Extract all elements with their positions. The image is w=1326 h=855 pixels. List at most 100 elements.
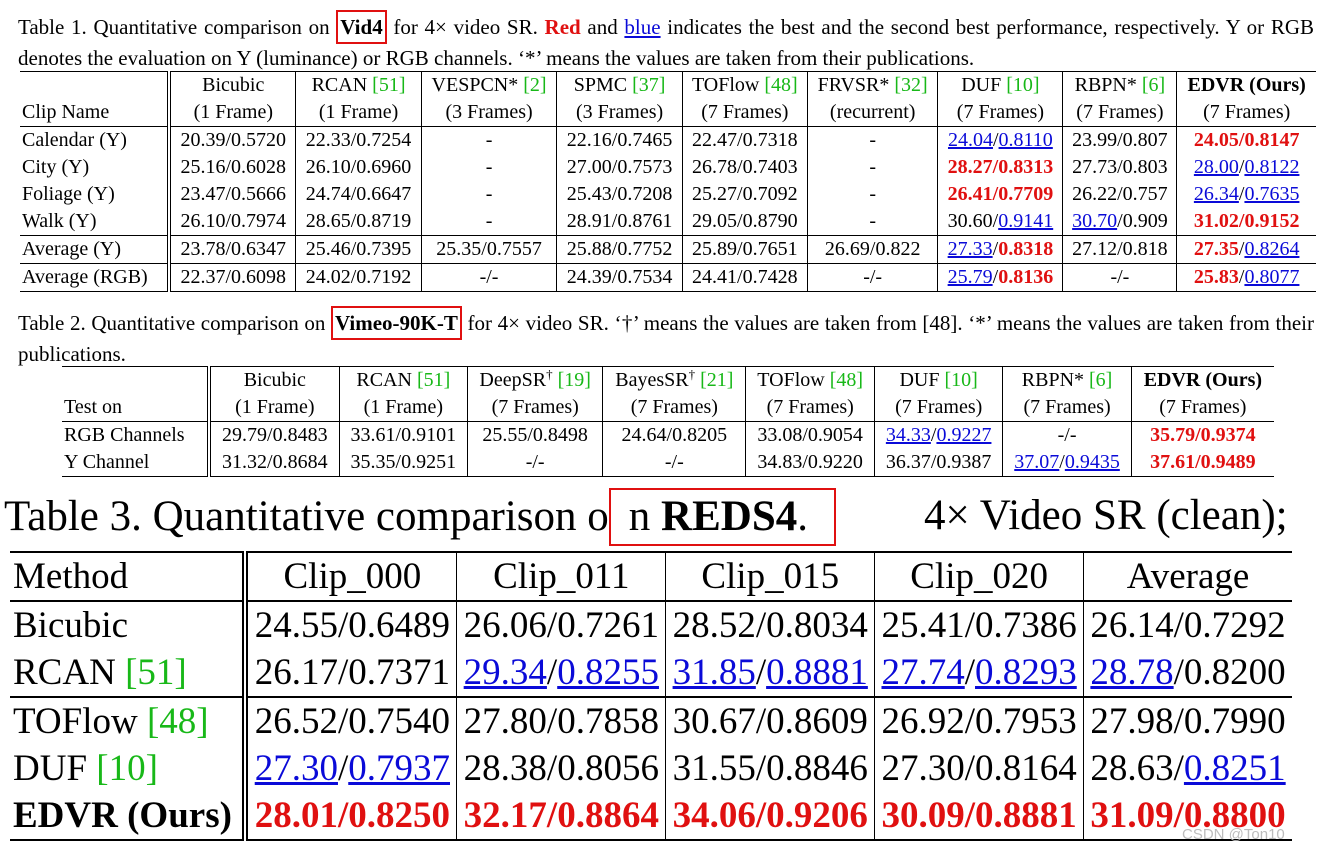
column-header: (7 Frames) xyxy=(1176,99,1316,127)
header-row: Test on (1 Frame) (1 Frame) (7 Frames) (7 Fr… xyxy=(62,394,1274,422)
table-cell: 25.46/0.7395 xyxy=(295,235,422,264)
table1: Bicubic RCAN [51] VESPCN* [2] SPMC [37] TOFl… xyxy=(20,71,1316,292)
header-row: Method Clip_000 Clip_011 Clip_015 Clip_020 Av… xyxy=(10,552,1292,602)
table-cell: 22.37/0.6098 xyxy=(169,263,296,292)
citation-link[interactable]: [19] xyxy=(557,369,591,391)
value: 0.909 xyxy=(1122,210,1168,232)
column-header: (1 Frame) xyxy=(169,99,296,127)
table1-caption: Table 1. Quantitative comparison on Vid4… xyxy=(18,10,1314,72)
header-text: Bicubic xyxy=(13,605,129,646)
column-header: BayesSR† [21] xyxy=(602,366,746,394)
value-separator: / xyxy=(992,238,999,260)
header-text: (7 Frames) xyxy=(956,101,1044,123)
table-cell: 31.85/0.8881 xyxy=(665,649,875,697)
header-text: SPMC xyxy=(573,74,633,96)
header-text: RCAN xyxy=(311,74,373,96)
table-cell: 29.79/0.8483 xyxy=(222,424,328,446)
header-text: FRVSR* xyxy=(817,74,895,96)
row-label-header xyxy=(20,71,172,99)
caption-text: 4× Video SR (clean); xyxy=(924,492,1288,539)
table-cell: 24.55/0.6489 xyxy=(254,605,450,646)
dagger-mark: † xyxy=(546,366,553,382)
header-text: Clip_000 xyxy=(283,556,422,597)
citation-link[interactable]: [48] xyxy=(829,369,864,391)
best-value: 27.35 xyxy=(1193,238,1239,260)
header-text: Bicubic xyxy=(243,369,306,391)
table-cell: 25.16/0.6028 xyxy=(180,156,287,178)
citation-link[interactable]: [6] xyxy=(1141,74,1166,96)
column-header: Bicubic xyxy=(169,72,296,100)
caption-text: Table 3. Quantitative comparison o xyxy=(4,493,609,540)
citation-link[interactable]: [2] xyxy=(523,74,547,96)
best-value: 30.09 xyxy=(881,795,965,836)
header-text: Foliage (Y) xyxy=(22,183,115,205)
header-text: (7 Frames) xyxy=(1076,101,1164,123)
table-cell: 24.41/0.7428 xyxy=(681,263,808,292)
citation-link[interactable]: [51] xyxy=(416,369,451,391)
header-text: BayesSR xyxy=(615,369,689,391)
table-cell: 28.01/0.8250 xyxy=(245,792,456,840)
citation-link[interactable]: [6] xyxy=(1089,369,1113,391)
table-cell: 34.06/0.9206 xyxy=(665,792,875,840)
second-best-value: 27.33 xyxy=(947,238,993,260)
table-cell: 25.55/0.8498 xyxy=(467,421,603,449)
header-text: Clip_011 xyxy=(493,556,630,597)
row-label-header xyxy=(62,366,211,394)
column-header: RBPN* [6] xyxy=(1062,71,1177,99)
table-cell: 28.63/0.8251 xyxy=(1083,745,1292,792)
table-cell: 24.64/0.8205 xyxy=(602,421,746,449)
header-text: EDVR (Ours) xyxy=(13,795,232,836)
citation-link[interactable]: [21] xyxy=(700,369,734,391)
table-row: Calendar (Y) 20.39/0.5720 22.33/0.7254-22.… xyxy=(20,126,1316,154)
citation-link[interactable]: [37] xyxy=(632,74,666,96)
table-cell: 20.39/0.5720 xyxy=(180,129,287,151)
header-text: RGB Channels xyxy=(64,424,185,446)
table-cell: 26.22/0.757 xyxy=(1062,181,1177,208)
citation-link[interactable]: [51] xyxy=(125,652,187,693)
citation-link[interactable]: [10] xyxy=(944,369,978,391)
column-header: (recurrent) xyxy=(807,99,938,127)
second-best-value: 34.33 xyxy=(885,424,931,446)
table-cell: 30.60/0.9141 xyxy=(937,208,1063,236)
citation-link[interactable]: [32] xyxy=(894,74,928,96)
best-value: 0.8881 xyxy=(975,795,1077,836)
citation-link[interactable]: [51] xyxy=(372,74,406,96)
table-cell: 26.10/0.7974 xyxy=(180,210,287,232)
table-row: Average (Y) 23.78/0.6347 25.46/0.7395 25.35… xyxy=(20,235,1316,264)
table-cell: 28.27/0.8313 xyxy=(937,154,1063,181)
blue-word[interactable]: blue xyxy=(624,15,661,39)
column-header: DUF [10] xyxy=(937,71,1063,99)
table-cell: -/- xyxy=(1002,421,1132,449)
best-value: 0.8147 xyxy=(1244,129,1300,151)
second-best-value: 24.04 xyxy=(947,129,993,151)
row-label: Bicubic xyxy=(10,601,249,649)
table-cell: 22.33/0.7254 xyxy=(295,126,422,154)
table-cell: - xyxy=(807,208,938,236)
value-separator: / xyxy=(1238,129,1245,151)
citation-link[interactable]: [48] xyxy=(764,74,798,96)
citation-link[interactable]: [10] xyxy=(96,748,158,789)
citation-link[interactable]: [10] xyxy=(1006,74,1040,96)
value-separator: / xyxy=(992,210,999,232)
table-cell: 23.78/0.6347 xyxy=(169,235,296,264)
second-best-value: 37.07 xyxy=(1014,451,1060,473)
table-cell: 29.34/0.8255 xyxy=(456,649,666,697)
caption-text: for 4× video SR. xyxy=(386,15,545,39)
column-header: Clip_000 xyxy=(245,552,457,602)
table-cell: 24.05/0.8147 xyxy=(1176,126,1316,154)
column-header: SPMC [37] xyxy=(556,71,683,99)
column-header: RCAN [51] xyxy=(338,366,468,394)
header-text: Average (Y) xyxy=(22,238,122,260)
table-cell: 31.02/0.9152 xyxy=(1176,208,1316,236)
header-row: Bicubic RCAN [51] DeepSR† [19] BayesSR† [21… xyxy=(62,366,1274,394)
column-header: Average xyxy=(1083,552,1292,602)
best-value: 24.05 xyxy=(1193,129,1239,151)
citation-link[interactable]: [48] xyxy=(146,701,209,742)
value-separator: / xyxy=(1238,156,1245,178)
best-value: 0.9489 xyxy=(1200,451,1256,473)
header-text: (7 Frames) xyxy=(895,396,983,418)
row-label: TOFlow [48] xyxy=(10,696,249,745)
table-cell: 30.09/0.8881 xyxy=(874,792,1084,840)
second-best-value: 0.7937 xyxy=(348,748,450,789)
header-text: DUF xyxy=(961,74,1007,96)
